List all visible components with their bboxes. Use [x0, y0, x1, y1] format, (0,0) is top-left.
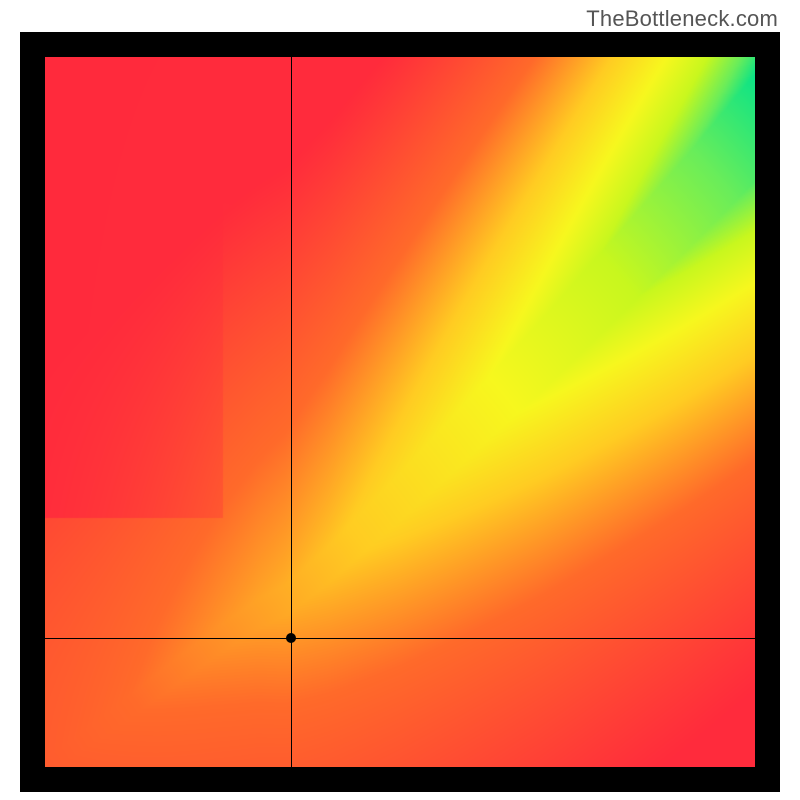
- watermark-text: TheBottleneck.com: [586, 6, 778, 32]
- plot-area: [45, 57, 755, 767]
- crosshair-vertical: [291, 57, 292, 767]
- chart-container: TheBottleneck.com: [0, 0, 800, 800]
- crosshair-horizontal: [45, 638, 755, 639]
- heatmap-canvas: [45, 57, 755, 767]
